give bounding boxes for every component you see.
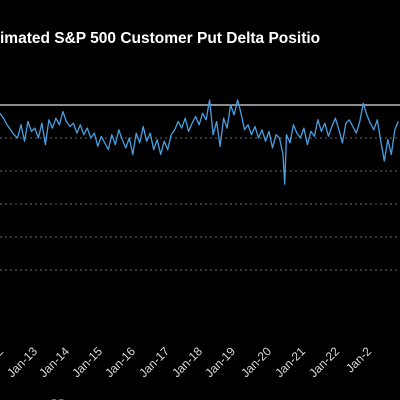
x-tick-label: Jan-17: [136, 344, 172, 380]
x-tick-label: Jan-19: [202, 344, 238, 380]
x-tick-label: Jan-20: [238, 344, 274, 380]
series-layer: [0, 99, 399, 185]
x-tick-label: 2: [0, 344, 6, 359]
series-line-0: [0, 99, 399, 185]
source-label: GS: [50, 398, 65, 400]
x-tick-label: Jan-13: [4, 344, 40, 380]
x-tick-label: Jan-22: [306, 344, 342, 380]
x-tick-label: Jan-21: [272, 344, 308, 380]
x-tick-label: Jan-18: [169, 344, 205, 380]
chart-title: imated S&P 500 Customer Put Delta Positi…: [0, 30, 321, 47]
x-tick-label: Jan-15: [69, 344, 105, 380]
x-tick-label: Jan-2: [343, 344, 374, 375]
x-tick-label: Jan-14: [36, 344, 72, 380]
x-axis-ticks: 2Jan-13Jan-14Jan-15Jan-16Jan-17Jan-18Jan…: [0, 344, 374, 380]
gridlines: [0, 104, 400, 271]
x-tick-label: Jan-16: [102, 344, 138, 380]
